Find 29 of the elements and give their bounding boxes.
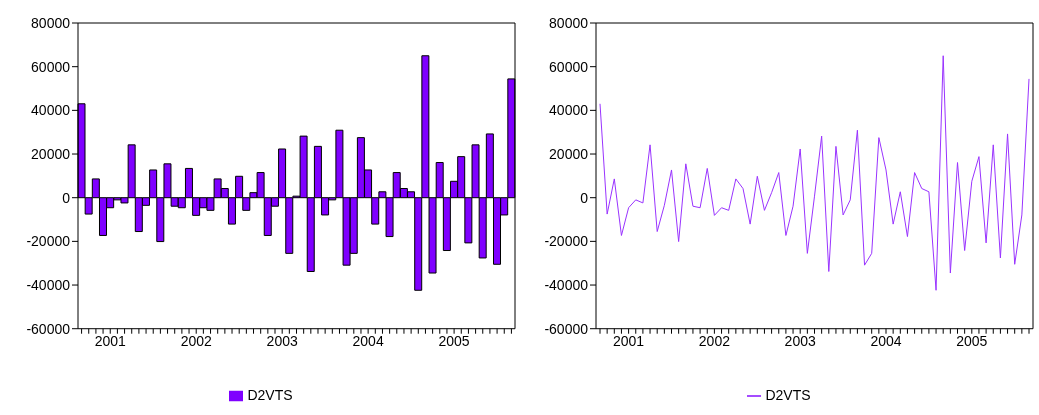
y-tick-label: -20000 bbox=[544, 233, 589, 250]
y-tick-label: 80000 bbox=[31, 14, 71, 31]
y-tick-label: -60000 bbox=[26, 320, 71, 337]
y-tick-label: 40000 bbox=[31, 102, 71, 119]
x-tick-label: 2001 bbox=[613, 332, 645, 349]
legend-label: D2VTS bbox=[765, 386, 811, 403]
x-tick-label: 2004 bbox=[870, 332, 902, 349]
x-tick-label: 2003 bbox=[266, 332, 298, 349]
x-tick-label: 2005 bbox=[438, 332, 470, 349]
legend-label: D2VTS bbox=[247, 386, 293, 403]
x-tick-label: 2004 bbox=[352, 332, 384, 349]
y-tick-label: -60000 bbox=[544, 320, 589, 337]
y-tick-label: 80000 bbox=[549, 14, 589, 31]
x-tick-label: 2001 bbox=[94, 332, 127, 349]
line-series bbox=[599, 55, 1030, 291]
y-tick-label: -20000 bbox=[26, 233, 71, 250]
y-tick-label: 0 bbox=[62, 189, 71, 206]
x-tick-label: 2003 bbox=[784, 332, 816, 349]
x-tick-label: 2002 bbox=[698, 332, 731, 349]
y-tick-label: 60000 bbox=[31, 58, 71, 75]
y-tick-label: 60000 bbox=[549, 58, 589, 75]
y-tick-label: 40000 bbox=[549, 102, 589, 119]
y-tick-label: 20000 bbox=[31, 145, 71, 162]
y-tick-label: -40000 bbox=[544, 277, 589, 293]
y-tick-label: 20000 bbox=[549, 145, 589, 162]
y-tick-label: 0 bbox=[580, 189, 589, 206]
x-tick-label: 2002 bbox=[180, 332, 212, 349]
y-tick-label: -40000 bbox=[26, 277, 71, 293]
x-tick-label: 2005 bbox=[956, 332, 988, 349]
